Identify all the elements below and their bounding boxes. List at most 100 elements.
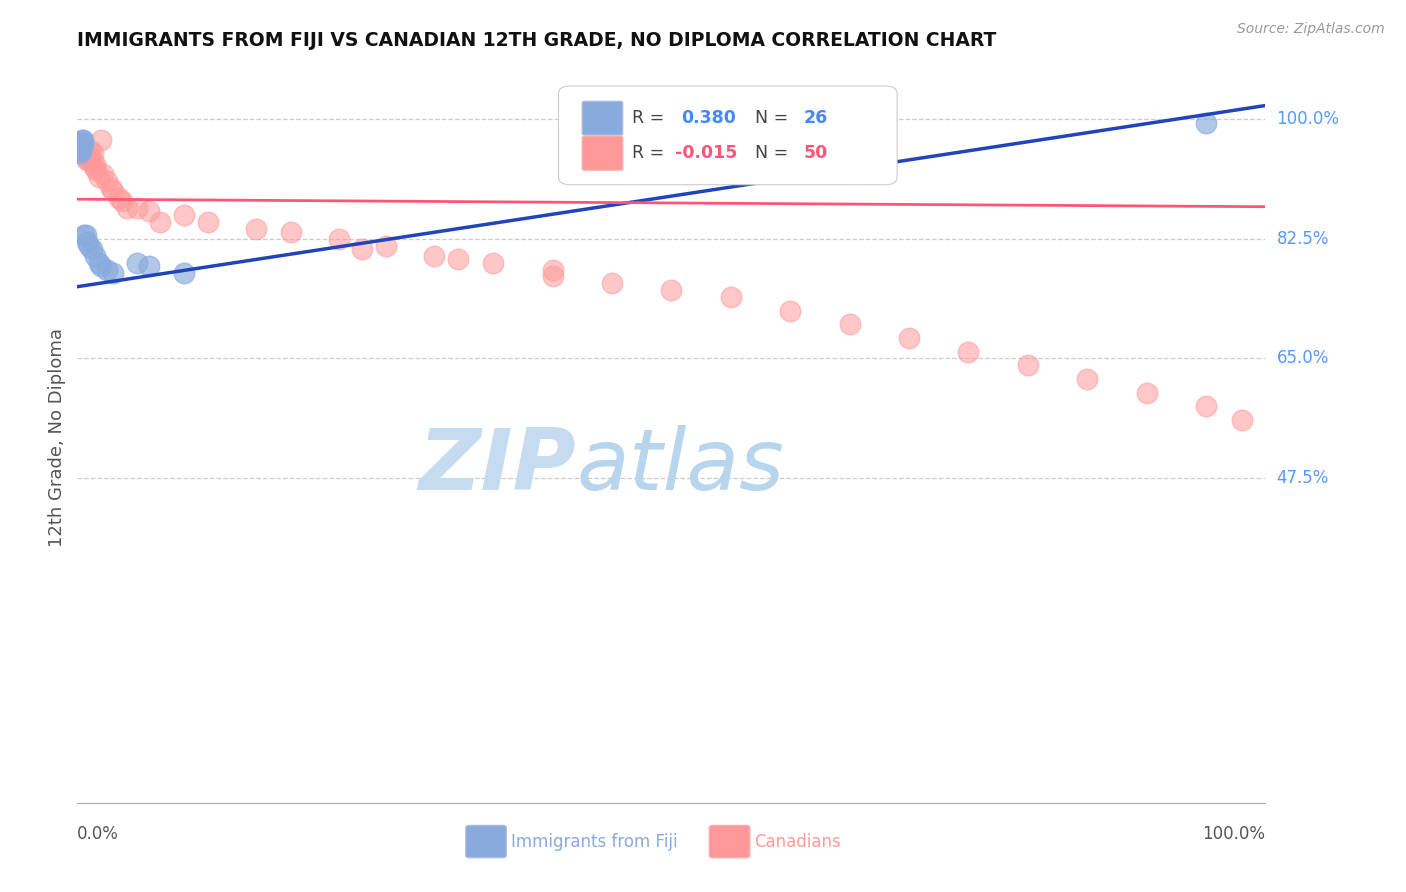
Point — [73, 228, 96, 243]
Point — [77, 238, 100, 252]
Point — [84, 156, 107, 170]
Point — [1076, 372, 1098, 386]
Text: R =: R = — [633, 145, 669, 162]
Point — [111, 194, 134, 209]
Point — [115, 201, 138, 215]
Y-axis label: 12th Grade, No Diploma: 12th Grade, No Diploma — [48, 327, 66, 547]
FancyBboxPatch shape — [582, 102, 623, 135]
Point — [90, 259, 112, 273]
Point — [70, 139, 93, 153]
FancyBboxPatch shape — [465, 825, 506, 858]
Text: 26: 26 — [803, 109, 828, 128]
Point — [173, 266, 195, 280]
Point — [93, 167, 115, 181]
Point — [84, 249, 107, 263]
Point — [101, 184, 124, 198]
Point — [125, 201, 148, 215]
Text: 50: 50 — [803, 145, 828, 162]
Point — [720, 290, 742, 304]
Point — [70, 136, 93, 150]
Point — [72, 133, 94, 147]
Point — [73, 146, 96, 161]
Point — [72, 136, 94, 150]
Point — [1136, 385, 1159, 400]
Point — [541, 262, 564, 277]
Point — [90, 133, 112, 147]
Point — [600, 277, 623, 291]
Text: atlas: atlas — [576, 425, 785, 508]
Point — [101, 266, 124, 280]
Text: 0.380: 0.380 — [681, 109, 735, 128]
Point — [77, 150, 100, 164]
Text: 100.0%: 100.0% — [1277, 111, 1340, 128]
Point — [838, 318, 860, 332]
Point — [482, 256, 505, 270]
Point — [70, 139, 93, 153]
Point — [69, 136, 91, 150]
Point — [70, 136, 93, 150]
Text: ZIP: ZIP — [419, 425, 576, 508]
Point — [80, 242, 103, 256]
FancyBboxPatch shape — [582, 136, 623, 170]
Point — [72, 139, 94, 153]
Point — [957, 344, 980, 359]
Point — [70, 133, 93, 147]
Point — [76, 235, 98, 250]
Point — [108, 191, 131, 205]
Point — [138, 204, 160, 219]
Point — [75, 150, 97, 164]
Point — [375, 238, 398, 252]
Text: 100.0%: 100.0% — [1202, 825, 1265, 843]
Point — [96, 262, 118, 277]
Point — [87, 256, 110, 270]
Text: -0.015: -0.015 — [675, 145, 737, 162]
Point — [779, 303, 801, 318]
Text: Canadians: Canadians — [755, 832, 841, 851]
Point — [446, 252, 468, 267]
Point — [83, 160, 105, 174]
Point — [77, 153, 100, 168]
Text: N =: N = — [755, 109, 793, 128]
Point — [1017, 359, 1039, 373]
Point — [76, 153, 98, 168]
Point — [70, 139, 93, 153]
Text: R =: R = — [633, 109, 669, 128]
Point — [125, 256, 148, 270]
Text: 47.5%: 47.5% — [1277, 469, 1329, 487]
Point — [352, 242, 374, 256]
FancyBboxPatch shape — [710, 825, 749, 858]
Point — [80, 153, 103, 168]
Text: Source: ZipAtlas.com: Source: ZipAtlas.com — [1237, 22, 1385, 37]
Point — [197, 215, 219, 229]
Text: N =: N = — [755, 145, 793, 162]
Point — [1230, 413, 1253, 427]
Point — [173, 208, 195, 222]
Point — [75, 228, 97, 243]
Point — [138, 259, 160, 273]
Point — [96, 174, 118, 188]
Text: 65.0%: 65.0% — [1277, 350, 1329, 368]
Point — [69, 139, 91, 153]
Point — [423, 249, 446, 263]
Point — [1195, 400, 1218, 414]
Point — [100, 180, 122, 194]
Point — [328, 232, 350, 246]
Point — [149, 215, 172, 229]
Point — [79, 143, 101, 157]
Point — [70, 143, 93, 157]
Point — [82, 146, 104, 161]
Point — [1195, 115, 1218, 129]
Point — [69, 146, 91, 161]
Point — [661, 283, 683, 297]
Point — [67, 136, 90, 150]
FancyBboxPatch shape — [558, 86, 897, 185]
Point — [898, 331, 921, 345]
Point — [67, 143, 90, 157]
Point — [280, 225, 302, 239]
Text: Immigrants from Fiji: Immigrants from Fiji — [510, 832, 678, 851]
Text: IMMIGRANTS FROM FIJI VS CANADIAN 12TH GRADE, NO DIPLOMA CORRELATION CHART: IMMIGRANTS FROM FIJI VS CANADIAN 12TH GR… — [77, 31, 997, 50]
Text: 82.5%: 82.5% — [1277, 230, 1329, 248]
Point — [86, 163, 108, 178]
Text: 0.0%: 0.0% — [77, 825, 120, 843]
Point — [541, 269, 564, 284]
